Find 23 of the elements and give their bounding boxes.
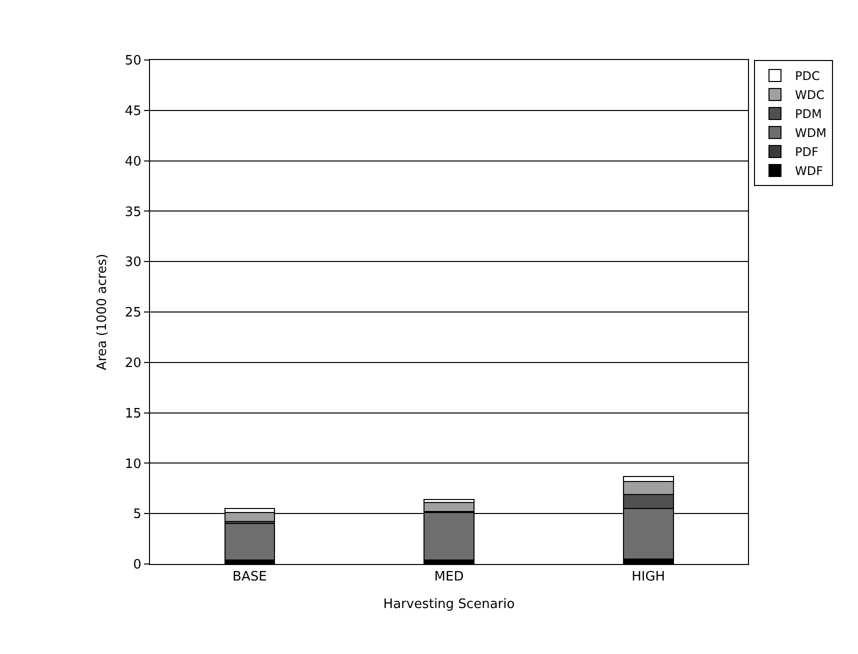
- legend-label: PDC: [794, 69, 820, 84]
- y-tick-label: 25: [124, 306, 142, 321]
- bar: [224, 523, 276, 560]
- legend-label: PDM: [794, 107, 822, 122]
- y-tick-label: 10: [124, 456, 142, 472]
- x-tick-label: MED: [434, 570, 464, 585]
- y-axis-title: Area (1000 acres): [94, 254, 110, 370]
- y-tick-label: 35: [124, 204, 142, 220]
- y-tick-label: 45: [124, 104, 142, 119]
- y-tick-label: 5: [133, 507, 142, 522]
- legend-label: WDF: [794, 164, 824, 178]
- legend-label: WDC: [794, 88, 824, 102]
- y-tick-label: 20: [124, 356, 142, 371]
- y-tick-label: 30: [124, 255, 142, 270]
- x-tick-label: HIGH: [632, 570, 666, 585]
- y-tick-label: 0: [133, 558, 142, 573]
- x-axis-title: Harvesting Scenario: [383, 597, 515, 612]
- x-tick-label: BASE: [232, 570, 267, 585]
- y-tick-label: 50: [124, 54, 142, 69]
- y-tick-label: 40: [124, 154, 142, 170]
- y-tick-label: 15: [124, 406, 142, 422]
- legend-label: WDM: [794, 126, 826, 140]
- legend-label: PDF: [794, 145, 818, 160]
